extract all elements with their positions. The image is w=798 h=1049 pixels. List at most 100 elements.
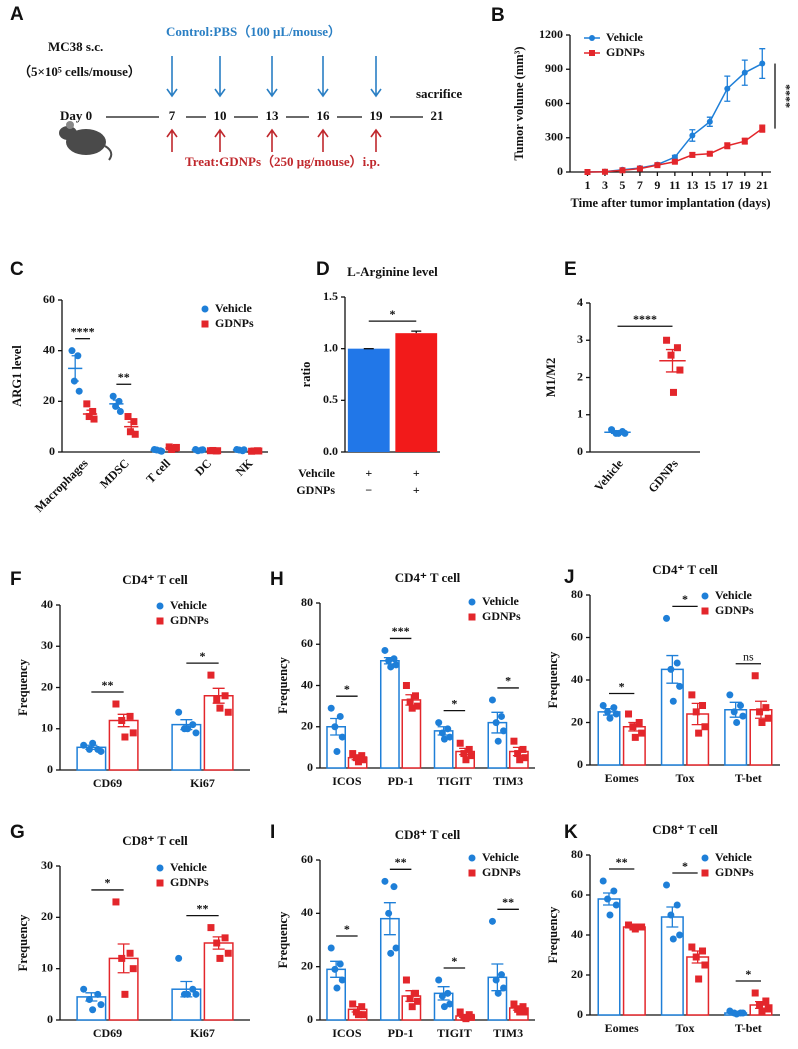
data-point (408, 1003, 416, 1011)
data-point (663, 881, 671, 889)
x-tick-label: 7 (637, 178, 643, 192)
data-point (663, 614, 671, 622)
y-tick-label: 40 (41, 597, 53, 611)
chart-title: CD8⁺ T cell (122, 833, 188, 848)
y-tick-label: 20 (41, 679, 53, 693)
y-tick-label: 20 (571, 967, 583, 981)
legend-label: GDNPs (482, 609, 521, 623)
model-text: MC38 s.c. (48, 39, 103, 54)
treat-arrow (370, 128, 382, 152)
data-point (751, 989, 759, 997)
error-bar (127, 421, 135, 432)
data-point (516, 1008, 524, 1016)
sig-label: ** (102, 678, 114, 692)
x-tick-label: Ki67 (190, 776, 215, 790)
data-point (80, 741, 88, 749)
x-tick-label: 21 (756, 178, 768, 192)
sig-label: ** (502, 895, 514, 909)
x-tick-label: 17 (721, 178, 733, 192)
x-tick-label: MDSC (97, 456, 132, 491)
y-tick-label: 0 (307, 1012, 313, 1026)
y-tick-label: 80 (571, 587, 583, 601)
data-point (699, 947, 707, 955)
bar (108, 719, 139, 771)
y-tick-label: 20 (301, 958, 313, 972)
panel-label: I (270, 822, 275, 843)
data-point (494, 989, 502, 997)
control-arrow (266, 56, 278, 98)
legend-marker (468, 869, 476, 877)
panel-label: A (10, 4, 24, 25)
data-point (126, 949, 134, 957)
data-point (89, 739, 97, 747)
x-tick-label: 1 (584, 178, 590, 192)
data-point (492, 719, 500, 727)
data-point (406, 698, 414, 706)
data-point (97, 1001, 105, 1009)
data-point (387, 949, 395, 957)
error-bar (251, 450, 259, 452)
legend-marker (156, 864, 164, 872)
x-tick-label: 19 (739, 178, 751, 192)
error-bar (236, 448, 244, 452)
x-tick-label: NK (233, 456, 256, 479)
bar (347, 348, 390, 452)
data-point (673, 659, 681, 667)
control-arrow (317, 56, 329, 98)
data-point (90, 415, 98, 423)
data-point (604, 895, 612, 903)
data-point (733, 1010, 741, 1018)
day-label: 19 (370, 108, 384, 123)
data-point (402, 682, 410, 689)
chart-title: CD8⁺ T cell (652, 822, 718, 837)
data-point (610, 704, 618, 712)
legend-marker (589, 35, 595, 41)
data-point (631, 925, 639, 933)
data-point (349, 750, 357, 758)
y-axis-label: ARG1 level (10, 345, 24, 407)
legend-label: Vehicle (482, 850, 520, 864)
y-tick-label: 1200 (539, 27, 563, 41)
legend-marker (156, 879, 164, 887)
y-tick-label: 0 (577, 757, 583, 771)
data-point (599, 702, 607, 709)
data-point (358, 752, 366, 760)
data-point (438, 992, 446, 1000)
y-tick-label: 600 (545, 95, 563, 109)
y-tick-label: 60 (43, 292, 55, 306)
x-tick-label: PD-1 (388, 774, 414, 788)
data-point (390, 883, 398, 891)
day-start: Day 0 (60, 108, 92, 123)
x-tick-label: T-bet (735, 771, 762, 785)
data-point (85, 413, 93, 421)
data-point (75, 387, 83, 395)
data-point (349, 1000, 357, 1008)
data-point (500, 727, 508, 735)
legend-label: Vehicle (606, 30, 644, 44)
data-point (625, 710, 633, 718)
y-tick-label: 0 (307, 760, 313, 774)
x-tick-label: Ki67 (190, 1026, 215, 1040)
data-point (192, 990, 200, 998)
y-tick-label: 20 (43, 393, 55, 407)
y-tick-label: 80 (571, 847, 583, 861)
data-point (667, 665, 675, 673)
data-point (207, 924, 215, 932)
condition-mark: + (413, 466, 420, 480)
data-point (521, 754, 529, 762)
legend-label: GDNPs (606, 45, 645, 59)
y-tick-label: 4 (577, 295, 583, 309)
data-point (741, 69, 748, 76)
data-point (758, 1007, 766, 1015)
data-point (129, 965, 137, 973)
data-point (360, 756, 368, 764)
y-tick-label: 40 (301, 905, 313, 919)
legend-marker (701, 854, 709, 862)
sig-label: * (619, 679, 625, 693)
data-point (604, 708, 612, 716)
control-arrow (370, 56, 382, 98)
x-axis-label: Time after tumor implantation (days) (571, 196, 771, 210)
data-point (411, 989, 419, 997)
data-point (654, 162, 661, 169)
